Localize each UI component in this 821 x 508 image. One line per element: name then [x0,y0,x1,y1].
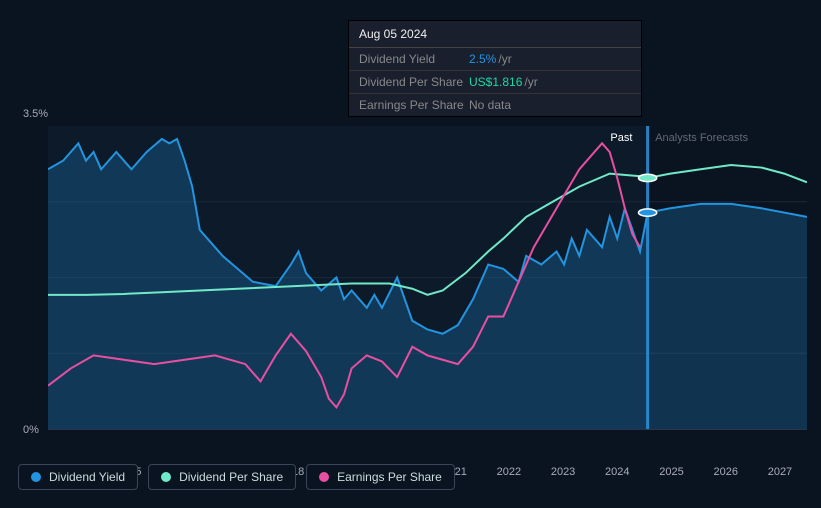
tooltip-row-value: US$1.816 [469,75,522,89]
x-axis-tick: 2023 [536,466,590,478]
tooltip-row-label: Earnings Per Share [359,98,469,112]
tooltip-rows: Dividend Yield2.5% /yrDividend Per Share… [349,48,641,116]
tooltip-row-value: No data [469,98,511,112]
legend-dividend-per-share[interactable]: Dividend Per Share [148,464,296,490]
x-axis-tick: 2026 [699,466,753,478]
chart-tooltip: Aug 05 2024 Dividend Yield2.5% /yrDivide… [348,20,642,117]
tooltip-row-unit: /yr [524,75,537,89]
past-region-label: Past [610,132,632,144]
legend-label: Dividend Per Share [179,470,283,484]
legend-dividend-yield[interactable]: Dividend Yield [18,464,138,490]
tooltip-row: Dividend Per ShareUS$1.816 /yr [349,71,641,94]
tooltip-row-unit: /yr [498,52,511,66]
chart-svg [48,126,807,429]
tooltip-date: Aug 05 2024 [349,21,641,48]
tooltip-row: Earnings Per ShareNo data [349,94,641,116]
chart-plot[interactable]: Past Analysts Forecasts [48,126,807,430]
x-axis-tick: 2027 [753,466,807,478]
legend-dot-icon [319,472,329,482]
legend-label: Dividend Yield [49,470,125,484]
x-axis-tick: 2022 [482,466,536,478]
chart-legend: Dividend Yield Dividend Per Share Earnings… [18,464,455,490]
tooltip-row-label: Dividend Per Share [359,75,469,89]
chart-area: 3.5% 0% Past Analysts Forecasts 20142015… [18,108,807,448]
x-axis-tick: 2024 [590,466,644,478]
tooltip-row-label: Dividend Yield [359,52,469,66]
forecast-region-label: Analysts Forecasts [655,132,748,144]
legend-dot-icon [161,472,171,482]
legend-earnings-per-share[interactable]: Earnings Per Share [306,464,455,490]
y-axis-top-label: 3.5% [23,108,48,120]
y-axis-bottom-label: 0% [23,424,39,436]
legend-dot-icon [31,472,41,482]
legend-label: Earnings Per Share [337,470,442,484]
tooltip-row: Dividend Yield2.5% /yr [349,48,641,71]
x-axis-tick: 2025 [644,466,698,478]
tooltip-row-value: 2.5% [469,52,496,66]
